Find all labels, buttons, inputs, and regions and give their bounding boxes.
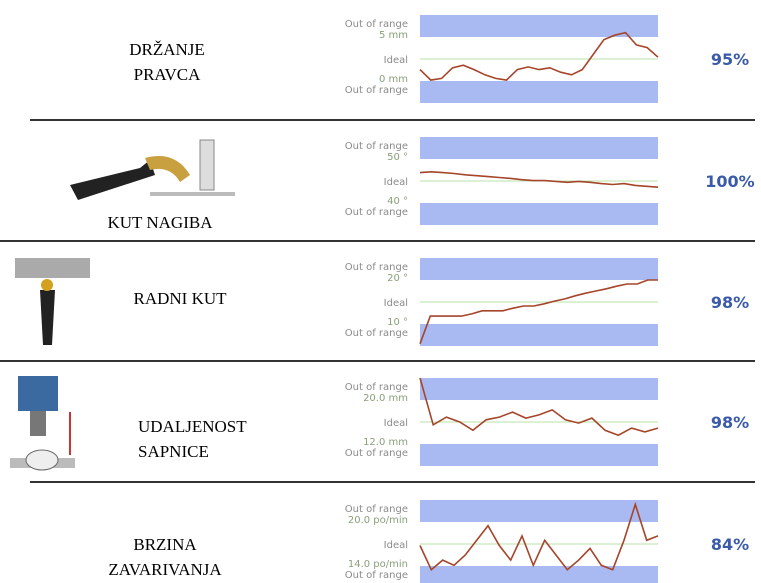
ideal-label: Ideal xyxy=(384,540,408,551)
ideal-label: Ideal xyxy=(384,55,408,66)
out-of-range: Out of range xyxy=(345,141,408,152)
upper-limit: 50 ° xyxy=(387,152,408,163)
row-label: KUT NAGIBA xyxy=(108,213,214,232)
row-label: ZAVARIVANJA xyxy=(108,560,222,579)
out-band xyxy=(420,378,658,400)
out-of-range: Out of range xyxy=(345,570,408,581)
separators xyxy=(0,119,755,483)
nozzle-icon xyxy=(10,376,75,471)
trace-line xyxy=(419,31,659,81)
out-of-range: Out of range xyxy=(345,448,408,459)
row-label: UDALJENOST xyxy=(138,417,247,436)
upper-limit: 5 mm xyxy=(379,30,408,41)
out-of-range: Out of range xyxy=(345,207,408,218)
lower-limit: 0 mm xyxy=(379,74,408,85)
row-label: RADNI KUT xyxy=(133,289,227,308)
score: 95% xyxy=(711,50,749,69)
lower-limit: 12.0 mm xyxy=(363,437,408,448)
out-of-range: Out of range xyxy=(345,85,408,96)
row-label: BRZINA xyxy=(133,535,197,554)
out-of-range: Out of range xyxy=(345,382,408,393)
score: 98% xyxy=(711,293,749,312)
out-band xyxy=(420,500,658,522)
out-band xyxy=(420,324,658,346)
score: 100% xyxy=(705,172,754,191)
out-of-range: Out of range xyxy=(345,504,408,515)
trace-line xyxy=(419,170,659,188)
torch-icon xyxy=(70,139,235,200)
row-label: DRŽANJE xyxy=(129,40,205,59)
lower-limit: 10 ° xyxy=(387,317,408,328)
out-band xyxy=(420,81,658,103)
score: 98% xyxy=(711,413,749,432)
out-of-range: Out of range xyxy=(345,19,408,30)
out-of-range: Out of range xyxy=(345,328,408,339)
ideal-label: Ideal xyxy=(384,418,408,429)
out-band xyxy=(420,566,658,583)
upper-limit: 20.0 mm xyxy=(363,393,408,404)
row-label: SAPNICE xyxy=(138,442,209,461)
out-band xyxy=(420,258,658,280)
out-band xyxy=(420,15,658,37)
trace-line xyxy=(419,377,659,437)
upper-limit: 20 ° xyxy=(387,273,408,284)
lower-limit: 40 ° xyxy=(387,196,408,207)
upper-limit: 20.0 po/min xyxy=(348,515,408,526)
row-label: PRAVCA xyxy=(134,65,201,84)
score: 84% xyxy=(711,535,749,554)
work-angle-icon xyxy=(15,258,90,345)
out-band xyxy=(420,137,658,159)
lower-limit: 14.0 po/min xyxy=(348,559,408,570)
ideal-label: Ideal xyxy=(384,177,408,188)
out-band xyxy=(420,444,658,466)
out-of-range: Out of range xyxy=(345,262,408,273)
out-band xyxy=(420,203,658,225)
trace-line xyxy=(419,501,659,571)
trace-line xyxy=(419,279,658,345)
ideal-label: Ideal xyxy=(384,298,408,309)
